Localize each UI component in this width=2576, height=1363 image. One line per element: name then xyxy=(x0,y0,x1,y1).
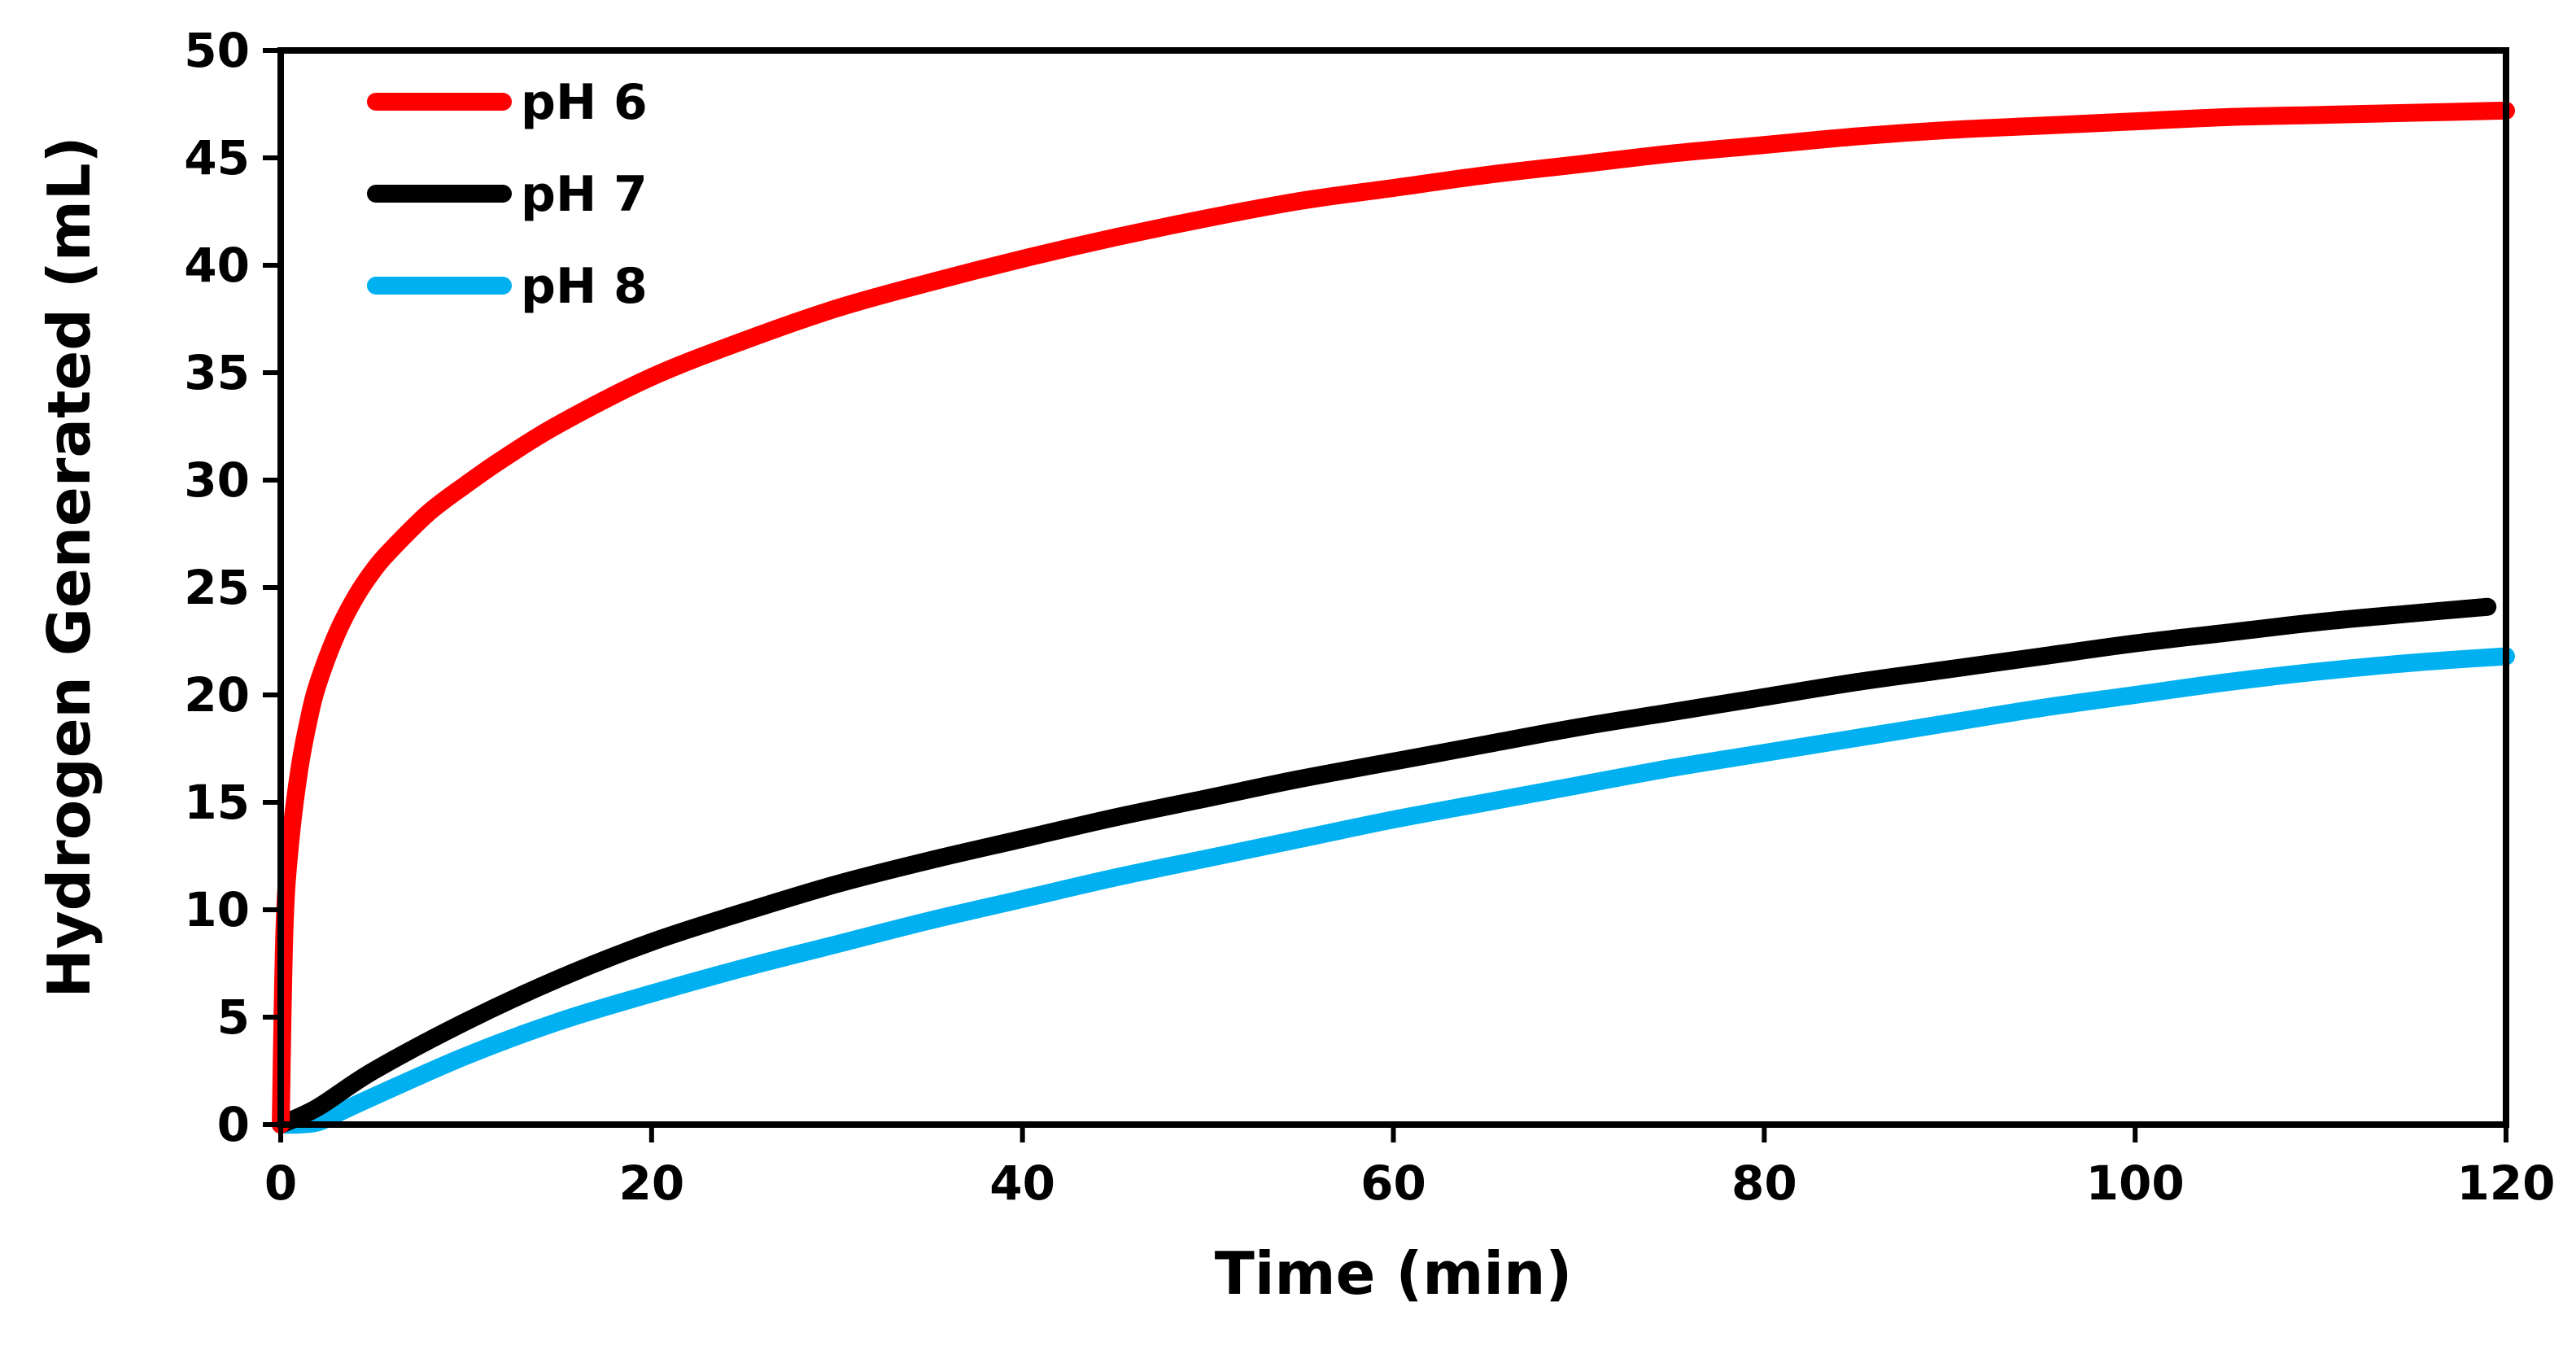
x-tick-label: 40 xyxy=(989,1155,1055,1211)
y-axis-title: Hydrogen Generated (mL) xyxy=(35,136,103,998)
y-tick-label: 45 xyxy=(184,130,250,186)
series-line-ph-7 xyxy=(272,597,2497,1134)
series-line-ph-8 xyxy=(272,647,2515,1134)
y-tick-label: 0 xyxy=(217,1097,250,1152)
y-axis: 0 5 10 15 20 25 30 35 40 45 50 xyxy=(184,23,281,1152)
y-tick-label: 50 xyxy=(184,23,250,78)
legend-label: pH 7 xyxy=(521,166,648,223)
x-tick-label: 80 xyxy=(1731,1155,1797,1211)
legend: pH 6 pH 7 pH 8 xyxy=(367,74,648,315)
series-line-ph-6 xyxy=(272,101,2515,1134)
x-tick-label: 60 xyxy=(1360,1155,1426,1211)
y-tick-label: 15 xyxy=(184,775,250,830)
y-tick-label: 25 xyxy=(184,560,250,615)
series-layer xyxy=(272,101,2515,1134)
x-axis-title: Time (min) xyxy=(1215,1239,1573,1308)
y-tick-label: 30 xyxy=(184,452,250,508)
x-tick-label: 120 xyxy=(2456,1155,2555,1211)
y-tick-label: 35 xyxy=(184,345,250,400)
x-axis: 0 20 40 60 80 100 120 xyxy=(264,1125,2556,1211)
y-tick-label: 40 xyxy=(184,238,250,293)
y-tick-label: 5 xyxy=(217,989,250,1045)
x-tick-label: 0 xyxy=(264,1155,297,1211)
legend-label: pH 6 xyxy=(521,74,648,131)
y-tick-label: 20 xyxy=(184,667,250,723)
x-tick-label: 100 xyxy=(2086,1155,2185,1211)
x-tick-label: 20 xyxy=(618,1155,684,1211)
legend-label: pH 8 xyxy=(521,258,648,315)
y-tick-label: 10 xyxy=(184,882,250,937)
